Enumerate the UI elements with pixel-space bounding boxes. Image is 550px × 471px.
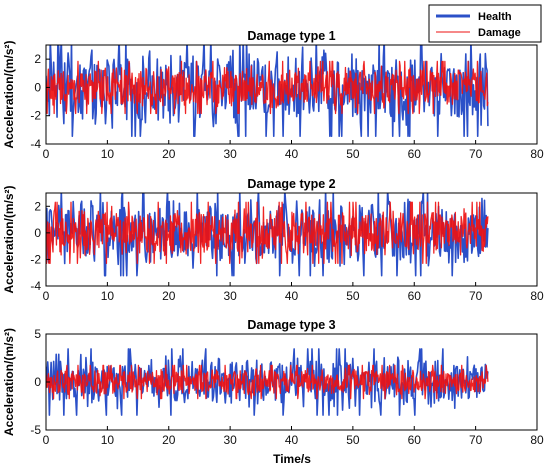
x-tick-label: 60 — [408, 433, 422, 447]
legend-health-label: Health — [478, 11, 512, 23]
x-tick-label: 20 — [162, 147, 176, 161]
panel-3: Damage type 30 10 20 30 40 50 60 70 80-505Accele… — [2, 318, 544, 447]
x-tick-label: 80 — [530, 289, 544, 303]
x-tick-label: 70 — [469, 433, 483, 447]
x-tick-label: 20 — [162, 289, 176, 303]
x-tick-label: 50 — [346, 289, 360, 303]
panel-1: Damage type 1 0 10 20 30 40 50 60 70 80 -4 -2 0 2 Acce… — [2, 29, 544, 161]
x-tick-label: 10 — [101, 147, 115, 161]
x-tick-label: 30 — [223, 289, 237, 303]
x-tick-label: 60 — [408, 147, 422, 161]
x-tick-label: 70 — [469, 289, 483, 303]
y-tick-label: 2 — [34, 199, 41, 213]
panel-2-y-axis-label: Acceleration/(m/s²) — [2, 185, 16, 293]
x-tick-label: 40 — [285, 433, 299, 447]
y-tick-label: -4 — [30, 137, 41, 151]
x-tick-label: 10 — [101, 433, 115, 447]
legend-box — [428, 4, 542, 43]
x-tick-label: 0 — [43, 147, 50, 161]
y-tick-label: 0 — [34, 80, 41, 94]
panel-3-title: Damage type 3 — [247, 318, 335, 332]
x-tick-label: 60 — [408, 289, 422, 303]
panels: Damage type 10 10 20 30 40 50 60 70 80-4-202Acce… — [2, 29, 544, 447]
panel-3-y-axis-label: Acceleration/(m/s²) — [2, 328, 16, 436]
panel-1-title: Damage type 1 — [247, 29, 335, 43]
x-axis-label: Time/s — [273, 452, 311, 466]
panel-2: Damage type 2 0 10 20 30 40 50 60 70 80 -4 -2 0 2 Acce… — [2, 177, 544, 303]
x-tick-label: 50 — [346, 433, 360, 447]
x-tick-label: 0 — [43, 433, 50, 447]
x-tick-label: 40 — [285, 147, 299, 161]
y-tick-label: 0 — [34, 375, 41, 389]
y-tick-label: -2 — [30, 109, 41, 123]
panel-1-series-damage — [46, 60, 489, 115]
y-tick-label: 2 — [34, 52, 41, 66]
legend: Health Damage — [428, 4, 542, 43]
legend-damage-label: Damage — [478, 27, 521, 39]
x-tick-label: 40 — [285, 289, 299, 303]
panel-3-series-damage — [46, 364, 489, 400]
x-tick-label: 0 — [43, 289, 50, 303]
panel-1-y-axis-label: Acceleration/(m/s²) — [2, 40, 16, 148]
y-tick-label: -4 — [30, 279, 41, 293]
x-tick-label: 30 — [223, 433, 237, 447]
panel-2-title: Damage type 2 — [247, 177, 335, 191]
y-tick-label: 0 — [34, 226, 41, 240]
y-tick-label: -5 — [30, 423, 41, 437]
x-tick-label: 10 — [101, 289, 115, 303]
x-tick-label: 30 — [223, 147, 237, 161]
y-tick-label: -2 — [30, 252, 41, 266]
x-tick-label: 70 — [469, 147, 483, 161]
x-tick-label: 80 — [530, 433, 544, 447]
x-tick-label: 80 — [530, 147, 544, 161]
x-tick-label: 20 — [162, 433, 176, 447]
panel-2-series-damage — [46, 201, 489, 265]
y-tick-label: 5 — [34, 327, 41, 341]
x-tick-label: 50 — [346, 147, 360, 161]
